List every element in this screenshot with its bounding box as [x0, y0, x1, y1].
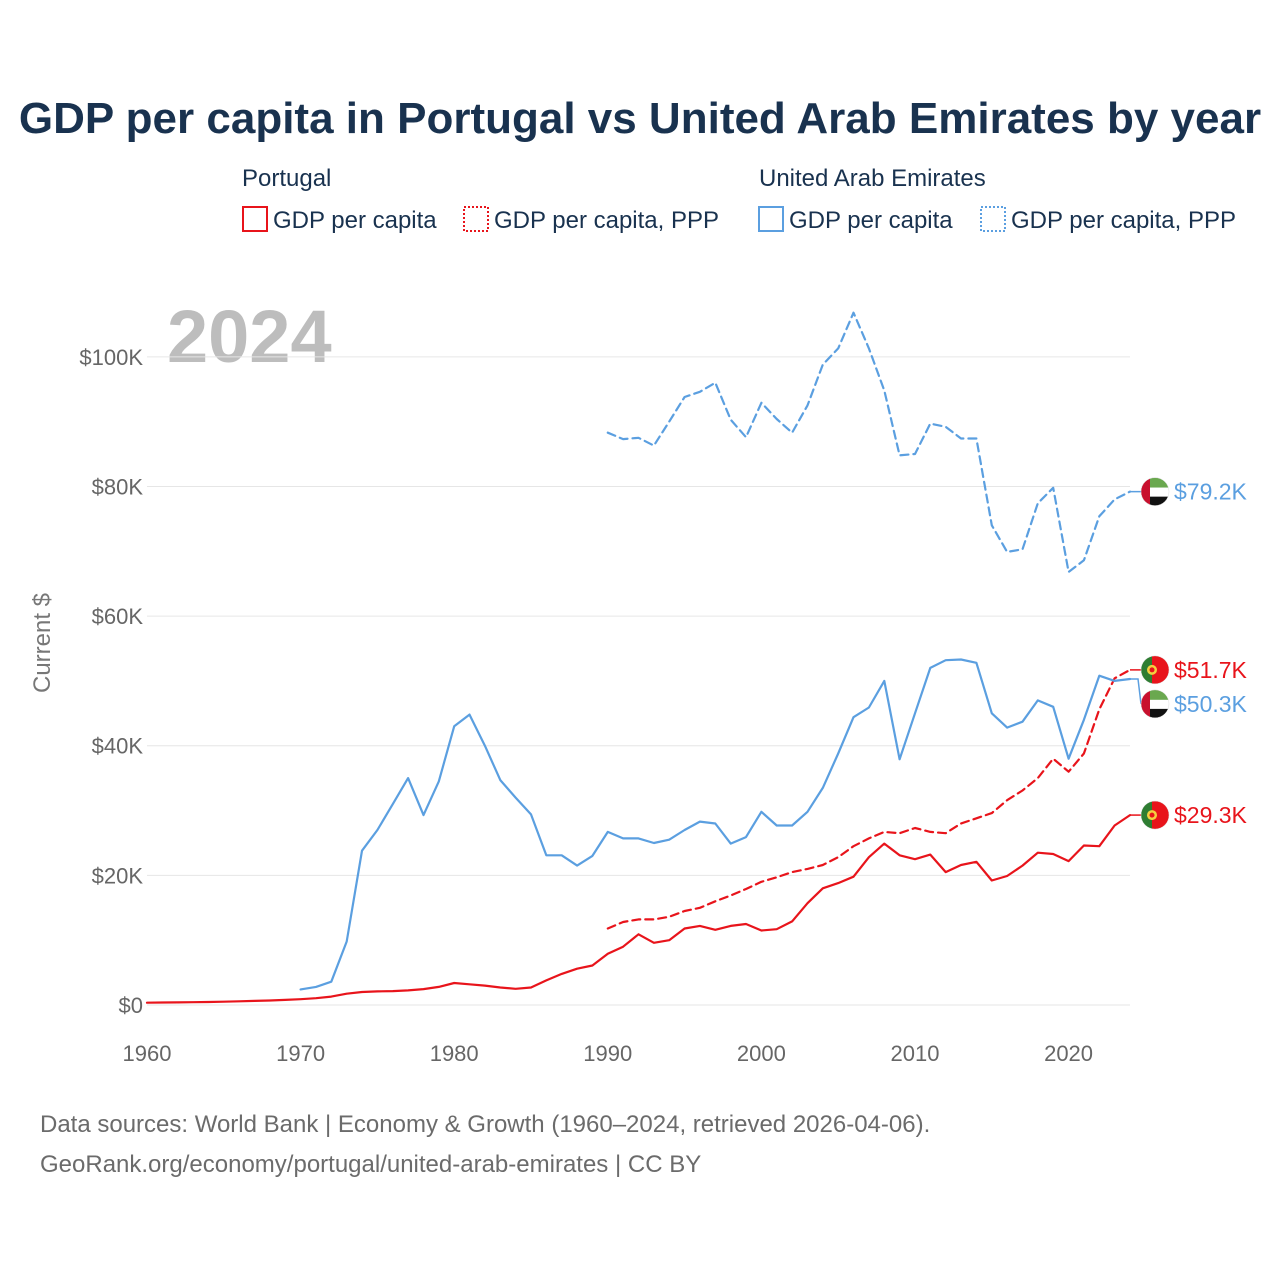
end-connector	[1130, 678, 1142, 704]
x-tick-label: 2020	[1044, 1041, 1093, 1066]
portugal-flag-icon	[1140, 800, 1170, 830]
x-tick-label: 1980	[430, 1041, 479, 1066]
y-tick-label: $80K	[92, 474, 144, 499]
legend-swatch-uae-gdp[interactable]	[758, 206, 784, 232]
uae-flag-icon	[1140, 689, 1170, 719]
source-notes: Data sources: World Bank | Economy & Gro…	[40, 1111, 930, 1178]
legend: Portugal GDP per capita GDP per capita, …	[242, 165, 1236, 234]
axes: $0 $20K $40K $60K $80K $100K 1960 1970 1980 1990 2…	[79, 345, 1093, 1066]
y-axis-label: Current $	[29, 593, 56, 693]
x-tick-label: 2000	[737, 1041, 786, 1066]
series-line	[606, 311, 1132, 574]
legend-label-uae-gdp: GDP per capita	[789, 207, 953, 234]
legend-swatch-portugal-gdp[interactable]	[242, 206, 268, 232]
legend-swatch-uae-ppp[interactable]	[980, 206, 1006, 232]
portugal-flag-icon	[1140, 655, 1170, 685]
source-line-1: Data sources: World Bank | Economy & Gro…	[40, 1111, 930, 1138]
end-markers: $79.2K $51.7K $50.3K $29.3K	[1130, 477, 1248, 830]
chart-title: GDP per capita in Portugal vs United Ara…	[19, 94, 1261, 143]
x-tick-label: 1990	[583, 1041, 632, 1066]
legend-label-uae-ppp: GDP per capita, PPP	[1011, 207, 1236, 234]
x-tick-label: 1970	[276, 1041, 325, 1066]
end-value-label: $79.2K	[1174, 479, 1248, 505]
y-tick-label: $20K	[92, 863, 144, 888]
legend-group-portugal: Portugal	[242, 165, 331, 192]
x-tick-label: 2010	[890, 1041, 939, 1066]
legend-label-portugal-ppp: GDP per capita, PPP	[494, 207, 719, 234]
series-line	[606, 668, 1132, 930]
legend-label-portugal-gdp: GDP per capita	[273, 207, 437, 234]
source-line-2: GeoRank.org/economy/portugal/united-arab…	[40, 1151, 701, 1178]
series-line	[299, 658, 1132, 991]
series-line	[145, 813, 1132, 1004]
y-tick-label: $60K	[92, 604, 144, 629]
y-tick-label: $40K	[92, 734, 144, 759]
uae-flag-icon	[1140, 477, 1170, 506]
year-watermark: 2024	[167, 295, 332, 378]
end-value-label: $29.3K	[1174, 802, 1248, 828]
y-tick-label: $0	[119, 993, 143, 1018]
grid	[147, 356, 1130, 1006]
series	[145, 311, 1132, 1004]
legend-swatch-portugal-ppp[interactable]	[463, 206, 489, 232]
legend-group-uae: United Arab Emirates	[759, 165, 986, 192]
y-tick-label: $100K	[79, 345, 143, 370]
x-tick-label: 1960	[123, 1041, 172, 1066]
end-value-label: $50.3K	[1174, 691, 1248, 717]
end-value-label: $51.7K	[1174, 657, 1248, 683]
